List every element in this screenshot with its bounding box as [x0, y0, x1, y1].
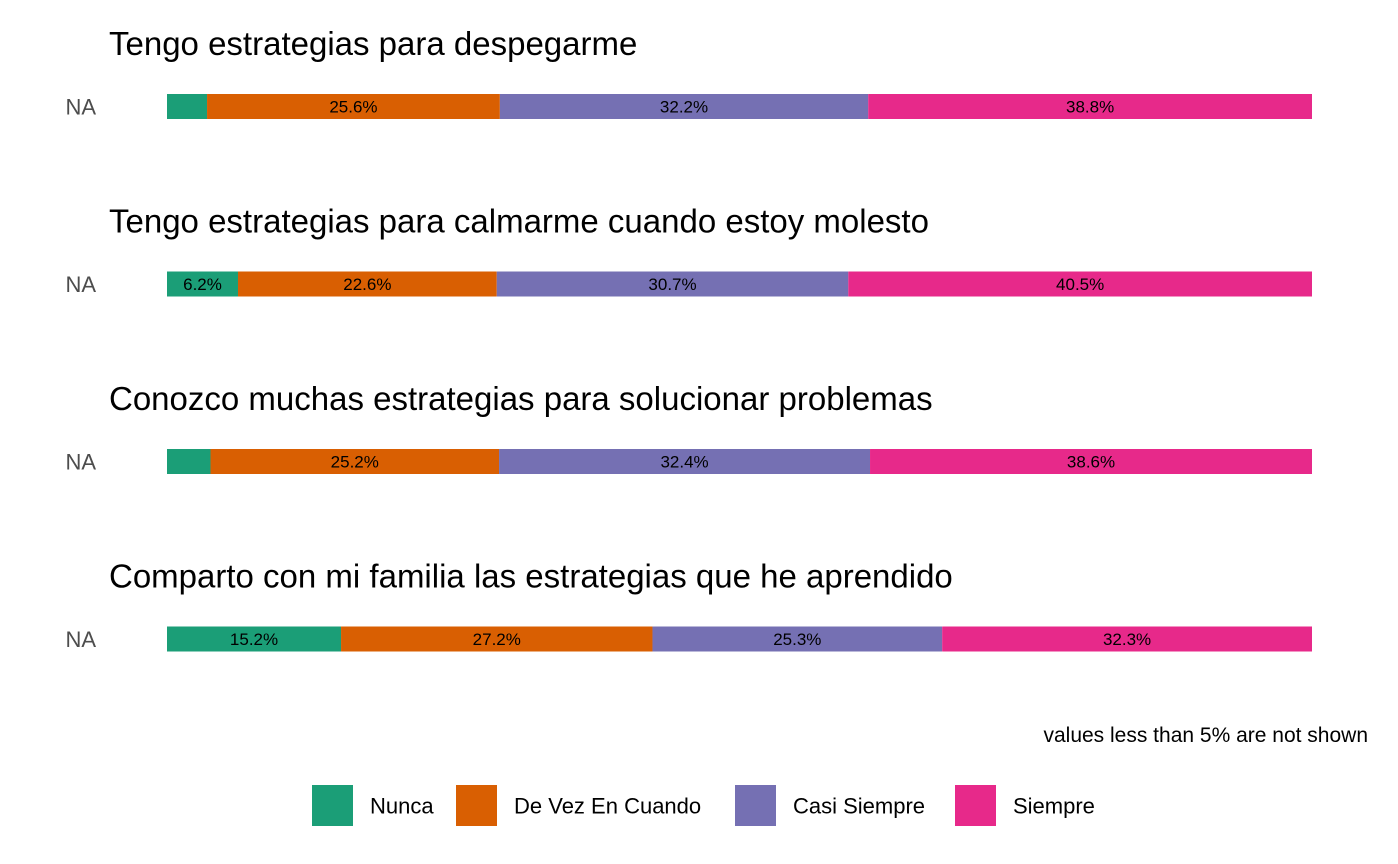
data-label: 22.6%: [343, 275, 391, 294]
legend-label: De Vez En Cuando: [514, 794, 701, 819]
legend-swatch: [955, 785, 996, 826]
bar-segment: [848, 271, 1312, 297]
panel-title: Tengo estrategias para despegarme: [109, 25, 637, 62]
data-label: 32.3%: [1103, 630, 1151, 649]
bar-segment: [868, 94, 1312, 119]
y-tick-label: NA: [65, 272, 96, 297]
legend-item: De Vez En Cuando: [456, 785, 701, 826]
data-label: 32.2%: [660, 98, 708, 117]
bar-segment: [499, 94, 869, 119]
panel-title: Tengo estrategias para calmarme cuando e…: [109, 203, 929, 240]
bar-segment: [167, 449, 211, 474]
data-label: 38.6%: [1067, 453, 1115, 472]
data-label: 32.4%: [660, 453, 708, 472]
chart-panel: Tengo estrategias para calmarme cuando e…: [65, 203, 1312, 297]
data-label: 27.2%: [473, 630, 521, 649]
chart-legend: Nunca De Vez En Cuando Casi Siempre Siempre: [312, 785, 1095, 826]
bar-segment: [496, 271, 849, 297]
bar-segment: [942, 626, 1312, 652]
legend-swatch: [735, 785, 776, 826]
legend-item: Casi Siempre: [735, 785, 925, 826]
chart-panel: Comparto con mi familia las estrategias …: [65, 558, 1312, 652]
data-label: 25.3%: [773, 630, 821, 649]
y-tick-label: NA: [65, 450, 96, 475]
data-label: 6.2%: [183, 275, 222, 294]
y-tick-label: NA: [65, 95, 96, 120]
chart-panel: Tengo estrategias para despegarme NA 25.6%…: [65, 25, 1312, 120]
data-label: 25.2%: [331, 453, 379, 472]
y-tick-label: NA: [65, 627, 96, 652]
legend-label: Nunca: [370, 794, 434, 819]
bar-segment: [167, 626, 342, 652]
legend-swatch: [456, 785, 497, 826]
data-label: 30.7%: [648, 275, 696, 294]
chart-caption: values less than 5% are not shown: [1043, 724, 1368, 747]
bar-segment: [167, 271, 238, 297]
bar-segment: [870, 449, 1312, 474]
bar-segment: [207, 94, 500, 119]
data-label: 38.8%: [1066, 98, 1114, 117]
legend-label: Casi Siempre: [793, 794, 925, 819]
legend-swatch: [312, 785, 353, 826]
bar-segment: [341, 626, 653, 652]
data-label: 25.6%: [329, 98, 377, 117]
chart-panel: Conozco muchas estrategias para solucion…: [65, 380, 1312, 475]
data-label: 15.2%: [230, 630, 278, 649]
bar-segment: [652, 626, 943, 652]
panel-title: Conozco muchas estrategias para solucion…: [109, 380, 933, 417]
legend-item: Siempre: [955, 785, 1095, 826]
bar-segment: [499, 449, 871, 474]
bar-segment: [237, 271, 497, 297]
legend-label: Siempre: [1013, 794, 1095, 819]
chart-panels: Tengo estrategias para despegarme NA 25.6%…: [65, 25, 1312, 652]
bar-segment: [210, 449, 500, 474]
data-label: 40.5%: [1056, 275, 1104, 294]
bar-segment: [167, 94, 208, 119]
legend-item: Nunca: [312, 785, 434, 826]
panel-title: Comparto con mi familia las estrategias …: [109, 558, 953, 595]
